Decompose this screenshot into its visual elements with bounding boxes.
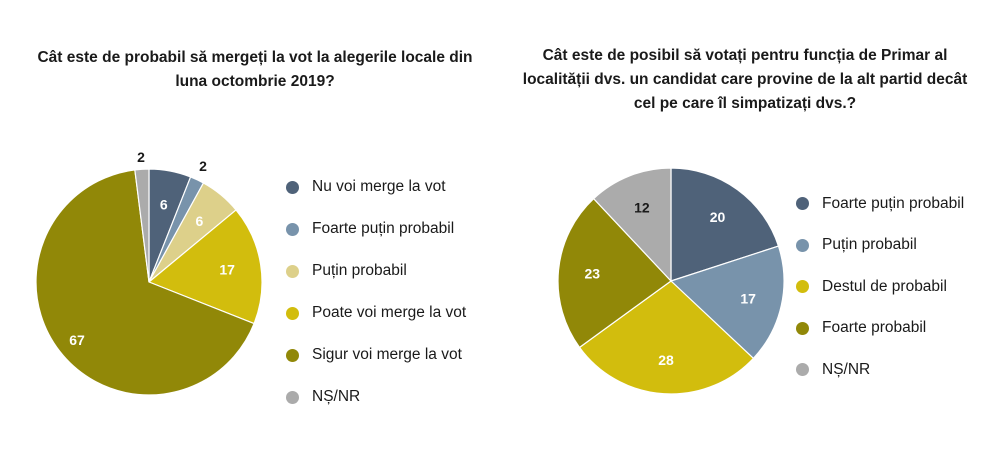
chart-panel-right: Cât este de posibil să votați pentru fun… [500, 0, 1004, 462]
data-label-poate-voi-merge-la-vot: 17 [219, 262, 235, 278]
legend-item-nu-voi-merge-la-vot: Nu voi merge la vot [286, 166, 466, 208]
pie-slice-ns-nr [592, 167, 672, 283]
legend-swatch [796, 321, 809, 335]
pie-slice-destul-de-probabil [578, 280, 755, 395]
data-label-destul-de-probabil: 28 [658, 352, 674, 368]
chart-legend: Nu voi merge la vot Foarte puțin probabil… [286, 166, 466, 418]
legend-label: Puțin probabil [822, 236, 917, 254]
legend-item-foarte-putin-probabil: Foarte puțin probabil [796, 183, 964, 225]
pie-slice-ns-nr [134, 168, 150, 283]
legend-swatch [286, 348, 299, 362]
legend-swatch [286, 264, 299, 278]
legend-item-poate-voi-merge-la-vot: Poate voi merge la vot [286, 292, 466, 334]
legend-swatch [286, 180, 299, 194]
legend-label: Foarte probabil [822, 319, 927, 337]
legend-item-ns-nr: NȘ/NR [286, 376, 466, 418]
legend-label: NȘ/NR [822, 360, 871, 378]
data-label-putin-probabil: 6 [196, 213, 204, 229]
data-label-putin-probabil: 17 [740, 290, 756, 306]
legend-swatch [796, 197, 809, 211]
data-label-foarte-probabil: 23 [584, 266, 600, 282]
legend-label: Sigur voi merge la vot [312, 346, 462, 363]
pie-slice-foarte-probabil [557, 197, 672, 349]
legend-label: Puțin probabil [312, 262, 407, 279]
data-label-nu-voi-merge-la-vot: 6 [160, 196, 168, 212]
legend-label: NȘ/NR [312, 388, 361, 405]
legend-item-ns-nr: NȘ/NR [796, 349, 964, 391]
legend-item-foarte-putin-probabil: Foarte puțin probabil [286, 208, 466, 250]
legend-label: Foarte puțin probabil [822, 194, 965, 212]
chart-title: Cât este de posibil să votați pentru fun… [522, 47, 968, 112]
legend-swatch [796, 363, 809, 377]
pie-chart: 20 17 28 23 12 [557, 167, 785, 395]
legend-item-destul-de-probabil: Destul de probabil [796, 266, 964, 308]
pie-slice-poate-voi-merge-la-vot [147, 209, 263, 325]
legend-swatch [796, 280, 809, 294]
data-label-foarte-putin-probabil: 2 [199, 158, 207, 174]
pie-slice-sigur-voi-merge-la-vot [35, 169, 255, 396]
chart-panel-left: Cât este de probabil să mergeți la vot l… [0, 0, 500, 462]
legend-label: Poate voi merge la vot [312, 304, 467, 321]
chart-legend: Foarte puțin probabil Puțin probabil Destu… [796, 183, 964, 391]
chart-title: Cât este de probabil să mergeți la vot l… [37, 49, 473, 90]
legend-swatch [286, 306, 299, 320]
legend-swatch [796, 238, 809, 252]
legend-label: Nu voi merge la vot [312, 178, 446, 195]
data-label-ns-nr: 12 [634, 199, 650, 215]
legend-swatch [286, 222, 299, 236]
legend-label: Destul de probabil [822, 277, 947, 295]
pie-slice-foarte-putin-probabil [670, 167, 780, 282]
legend-swatch [286, 390, 299, 404]
legend-item-foarte-probabil: Foarte probabil [796, 308, 964, 350]
pie-chart: 6 2 6 17 67 2 [35, 149, 263, 396]
data-label-foarte-putin-probabil: 20 [710, 209, 726, 225]
legend-item-sigur-voi-merge-la-vot: Sigur voi merge la vot [286, 334, 466, 376]
legend-item-putin-probabil: Puțin probabil [286, 250, 466, 292]
legend-item-putin-probabil: Puțin probabil [796, 225, 964, 267]
data-label-sigur-voi-merge-la-vot: 67 [69, 332, 85, 348]
legend-label: Foarte puțin probabil [312, 220, 455, 237]
data-label-ns-nr: 2 [137, 149, 145, 165]
pie-slice-putin-probabil [669, 245, 785, 360]
